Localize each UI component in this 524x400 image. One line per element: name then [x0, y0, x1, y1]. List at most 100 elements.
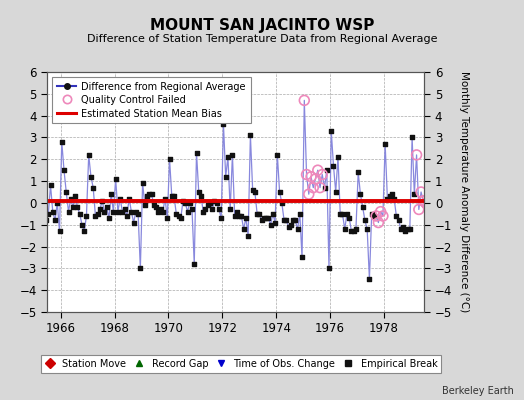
Point	[46, 182, 54, 189]
Point	[417, 189, 425, 195]
Point	[352, 226, 360, 232]
Point	[327, 128, 335, 134]
Point	[152, 204, 160, 210]
Point	[363, 226, 372, 232]
Point	[213, 200, 221, 206]
Point	[266, 222, 275, 228]
Point	[60, 167, 68, 173]
Point	[345, 215, 353, 221]
Point	[313, 167, 322, 173]
Point	[302, 171, 311, 178]
Point	[87, 174, 95, 180]
Point	[49, 208, 57, 215]
Point	[414, 206, 423, 213]
Point	[56, 228, 64, 234]
Point	[257, 217, 266, 224]
Point	[260, 215, 268, 221]
Point	[401, 228, 410, 234]
Point	[376, 208, 385, 215]
Point	[410, 191, 419, 197]
Legend: Difference from Regional Average, Quality Control Failed, Estimated Station Mean: Difference from Regional Average, Qualit…	[52, 77, 250, 123]
Point	[127, 208, 136, 215]
Point	[163, 215, 171, 221]
Point	[255, 211, 264, 217]
Point	[118, 208, 127, 215]
Point	[145, 191, 154, 197]
Point	[332, 189, 340, 195]
Point	[278, 200, 286, 206]
Point	[98, 198, 106, 204]
Point	[136, 265, 145, 272]
Text: Difference of Station Temperature Data from Regional Average: Difference of Station Temperature Data f…	[87, 34, 437, 44]
Point	[262, 215, 270, 221]
Point	[197, 193, 205, 200]
Point	[408, 134, 416, 141]
Point	[53, 200, 61, 206]
Point	[421, 200, 430, 206]
Point	[374, 219, 383, 226]
Point	[37, 141, 46, 147]
Point	[40, 211, 48, 217]
Point	[430, 204, 439, 210]
Point	[93, 211, 102, 217]
Point	[226, 206, 234, 213]
Point	[388, 191, 396, 197]
Point	[354, 169, 363, 176]
Point	[172, 211, 180, 217]
Point	[105, 215, 113, 221]
Point	[35, 189, 43, 195]
Point	[296, 211, 304, 217]
Point	[298, 254, 306, 261]
Point	[365, 276, 374, 282]
Point	[239, 226, 248, 232]
Point	[347, 228, 356, 234]
Point	[215, 206, 223, 213]
Point	[168, 193, 176, 200]
Point	[356, 191, 365, 197]
Point	[320, 184, 329, 191]
Point	[285, 224, 293, 230]
Point	[358, 204, 367, 210]
Point	[426, 206, 434, 213]
Point	[309, 184, 318, 191]
Point	[325, 265, 333, 272]
Point	[75, 211, 84, 217]
Point	[386, 193, 394, 200]
Point	[199, 208, 208, 215]
Point	[89, 184, 97, 191]
Point	[390, 195, 398, 202]
Point	[140, 202, 149, 208]
Y-axis label: Monthly Temperature Anomaly Difference (°C): Monthly Temperature Anomaly Difference (…	[459, 71, 469, 313]
Point	[185, 200, 194, 206]
Point	[154, 208, 162, 215]
Point	[339, 211, 347, 217]
Point	[235, 213, 243, 219]
Point	[403, 226, 412, 232]
Point	[271, 219, 279, 226]
Point	[222, 174, 230, 180]
Point	[253, 211, 261, 217]
Point	[201, 206, 210, 213]
Point	[276, 189, 284, 195]
Point	[293, 226, 302, 232]
Point	[156, 206, 165, 213]
Point	[134, 211, 143, 217]
Point	[323, 167, 331, 173]
Point	[109, 208, 117, 215]
Point	[219, 121, 227, 128]
Point	[96, 206, 104, 213]
Point	[190, 261, 199, 267]
Point	[179, 198, 187, 204]
Point	[224, 154, 232, 160]
Point	[150, 202, 158, 208]
Point	[304, 191, 313, 197]
Point	[73, 204, 82, 210]
Point	[208, 206, 216, 213]
Point	[188, 206, 196, 213]
Point	[336, 211, 344, 217]
Point	[161, 195, 169, 202]
Point	[33, 187, 41, 193]
Point	[181, 200, 190, 206]
Legend: Station Move, Record Gap, Time of Obs. Change, Empirical Break: Station Move, Record Gap, Time of Obs. C…	[41, 355, 441, 373]
Point	[143, 193, 151, 200]
